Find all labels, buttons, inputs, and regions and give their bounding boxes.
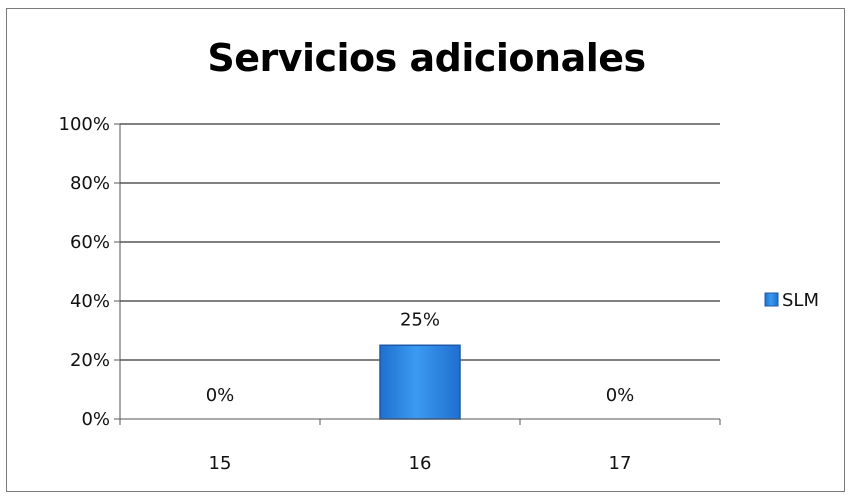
bar [379, 344, 461, 420]
data-label: 25% [400, 309, 440, 330]
legend: SLM [764, 290, 819, 311]
data-label: 0% [206, 385, 235, 406]
x-tick-label: 16 [409, 453, 432, 474]
y-tick-label: 0% [81, 409, 110, 430]
x-tick-label: 15 [209, 453, 232, 474]
y-tick-label: 80% [70, 173, 110, 194]
y-tick-label: 40% [70, 291, 110, 312]
gridlines [120, 123, 720, 361]
bars [379, 344, 461, 420]
y-tick-label: 60% [70, 232, 110, 253]
y-tick-label: 100% [59, 114, 110, 135]
labels: 0% 25% 0% [206, 309, 635, 406]
axes: 0% 20% 40% 60% 80% 100% 15 16 17 [59, 114, 721, 474]
legend-swatch [764, 292, 779, 307]
data-label: 0% [606, 385, 635, 406]
chart-title: Servicios adicionales [207, 36, 646, 80]
x-tick-label: 17 [609, 453, 632, 474]
y-tick-label: 20% [70, 350, 110, 371]
legend-label: SLM [782, 290, 819, 311]
